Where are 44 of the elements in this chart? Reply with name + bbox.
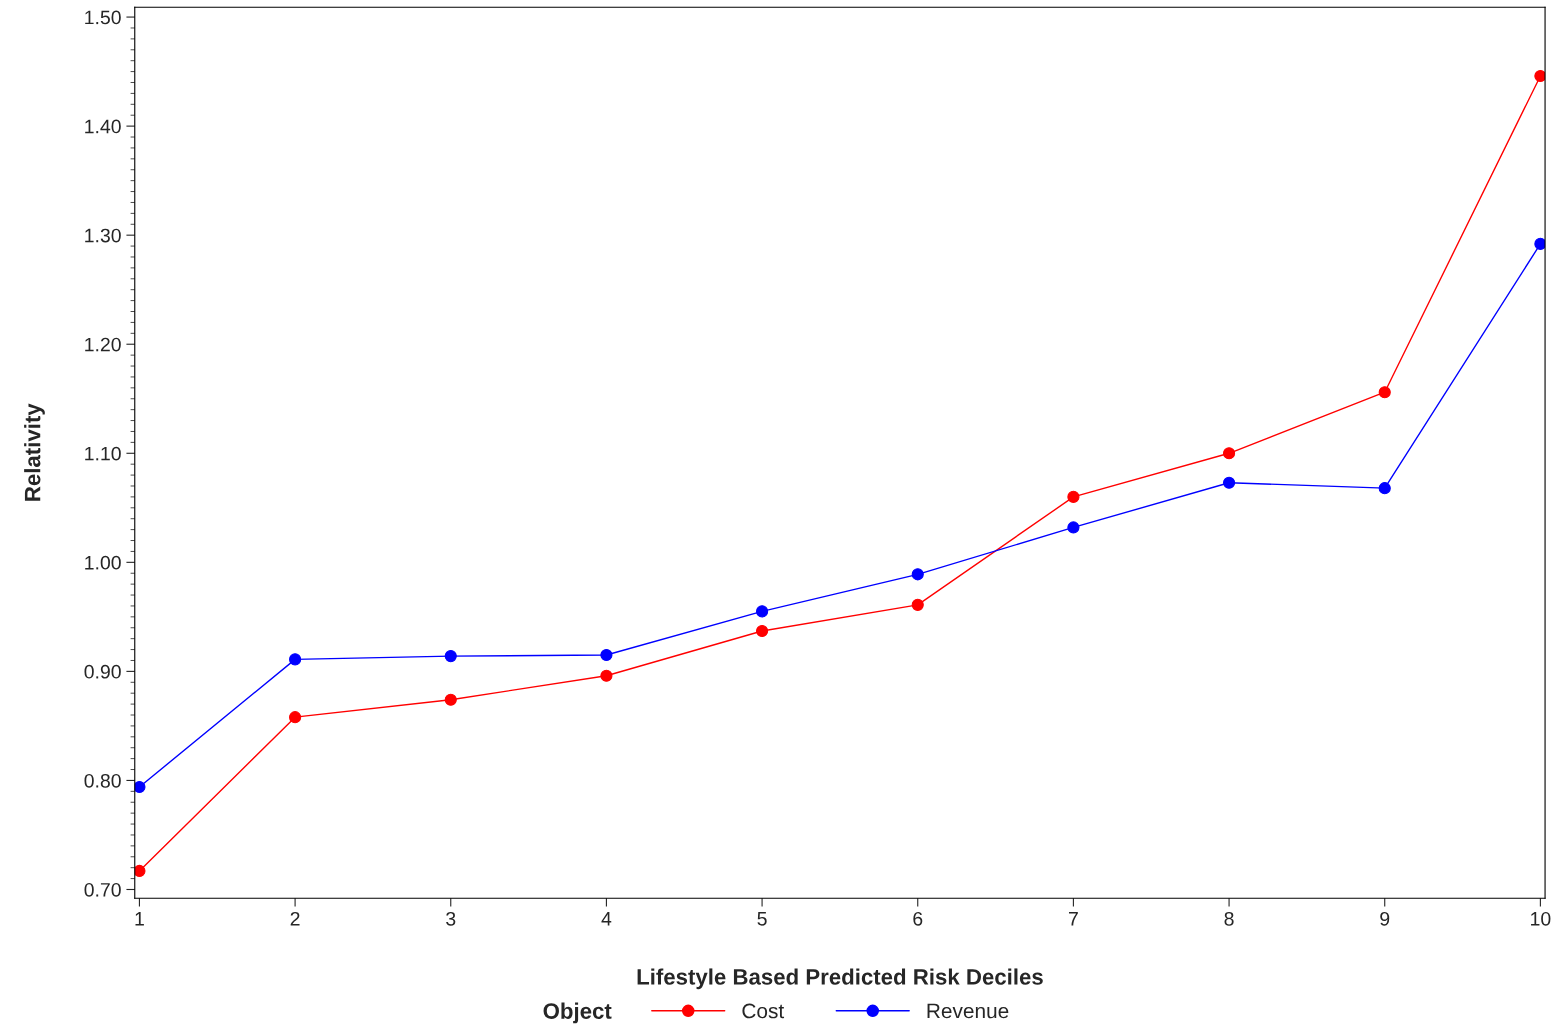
point xyxy=(911,598,924,611)
y-tick-label: 1.00 xyxy=(85,555,121,570)
x-tick-label: 9 xyxy=(1380,911,1390,926)
point xyxy=(1067,490,1080,503)
point xyxy=(289,711,302,724)
point xyxy=(1534,69,1546,83)
y-axis-title: Relativity xyxy=(24,403,45,501)
point xyxy=(600,669,613,682)
point xyxy=(289,653,302,666)
y-tick-label: 0.80 xyxy=(84,773,121,788)
point xyxy=(756,605,769,618)
point xyxy=(134,780,146,794)
x-tick-label: 2 xyxy=(290,911,300,926)
x-tick-label: 3 xyxy=(446,911,456,926)
x-tick-label: 7 xyxy=(1069,912,1078,926)
point xyxy=(1378,482,1391,495)
point xyxy=(1534,237,1546,250)
x-tick-label: 8 xyxy=(1224,911,1234,926)
x-tick-label: 6 xyxy=(913,911,923,926)
point xyxy=(911,568,924,581)
y-tick-label: 1.10 xyxy=(85,446,121,461)
y-tick-label: 1.50 xyxy=(85,10,121,25)
x-tick-label: 10 xyxy=(1531,911,1551,926)
point xyxy=(1067,521,1080,534)
y-tick-label: 0.70 xyxy=(84,882,121,897)
y-tick-label: 1.20 xyxy=(85,337,121,352)
y-tick-label: 0.90 xyxy=(84,664,121,679)
point xyxy=(1222,476,1236,489)
point xyxy=(444,650,457,663)
x-tick-label: 5 xyxy=(757,912,767,926)
x-tick-label: 1 xyxy=(135,912,144,926)
y-tick-label: 1.30 xyxy=(85,228,121,243)
legend-title: Object xyxy=(543,1002,612,1024)
x-axis-title: Lifestyle Based Predicted Risk Deciles xyxy=(637,968,1043,990)
point xyxy=(444,693,457,706)
point xyxy=(1222,447,1236,460)
x-tick-label: 4 xyxy=(601,912,612,926)
legend-label: Revenue xyxy=(927,1003,1009,1019)
point xyxy=(134,864,146,878)
point xyxy=(1378,386,1391,399)
point xyxy=(756,624,769,638)
point xyxy=(600,648,613,662)
legend-label: Cost xyxy=(742,1003,785,1019)
y-tick-label: 1.40 xyxy=(85,119,121,134)
